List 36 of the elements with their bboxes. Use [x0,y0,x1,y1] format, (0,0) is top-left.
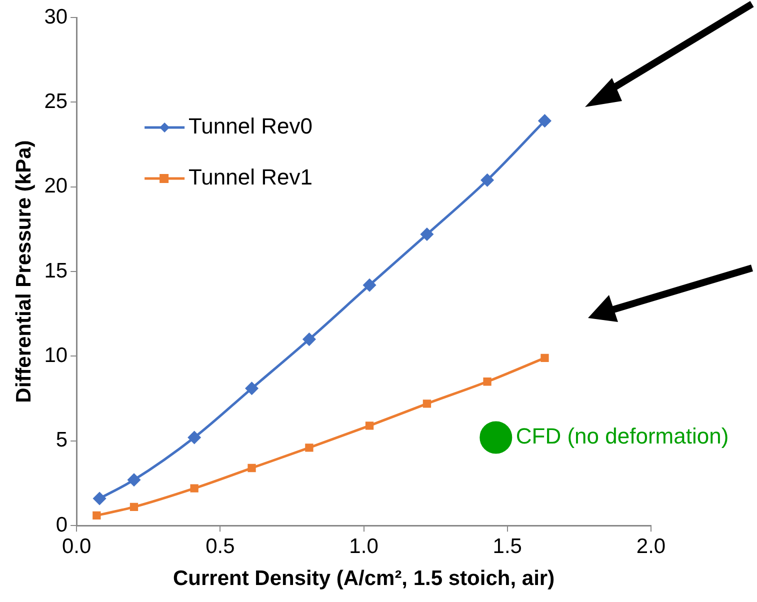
x-tick-label: 0.5 [206,534,235,558]
y-tick-label: 20 [44,174,68,198]
point [302,333,316,346]
legend-label: Tunnel Rev1 [188,164,312,190]
y-tick-label: 5 [56,428,68,452]
y-tick-label: 30 [44,5,68,28]
point [305,444,314,452]
point [92,511,101,520]
point [130,502,138,512]
point [190,484,198,492]
point [363,278,376,292]
point [93,492,106,505]
point [483,378,492,386]
y-tick-label: 10 [44,344,68,368]
point [128,474,140,486]
point [188,431,201,444]
x-axis-title: Current Density (A/cm², 1.5 stoich, air) [172,567,555,590]
point [538,114,551,128]
point [540,354,549,362]
point [420,228,434,241]
point [480,421,512,454]
series-label: CFD (no deformation) [516,424,729,449]
point [365,422,374,430]
x-tick-label: 1.5 [492,534,522,558]
x-tick-label: 2.0 [636,534,666,558]
y-tick-label: 15 [44,259,68,282]
point [246,382,258,395]
x-tick-label: 1.0 [349,534,378,558]
point [248,464,256,472]
point [422,400,432,408]
x-tick-label: 0.0 [62,534,92,558]
y-tick-label: 0 [56,513,68,536]
y-axis-title: Differential Pressure (kPa) [12,140,36,403]
point [481,174,494,186]
legend-label: Tunnel Rev0 [188,114,312,139]
y-tick-label: 25 [44,90,68,113]
